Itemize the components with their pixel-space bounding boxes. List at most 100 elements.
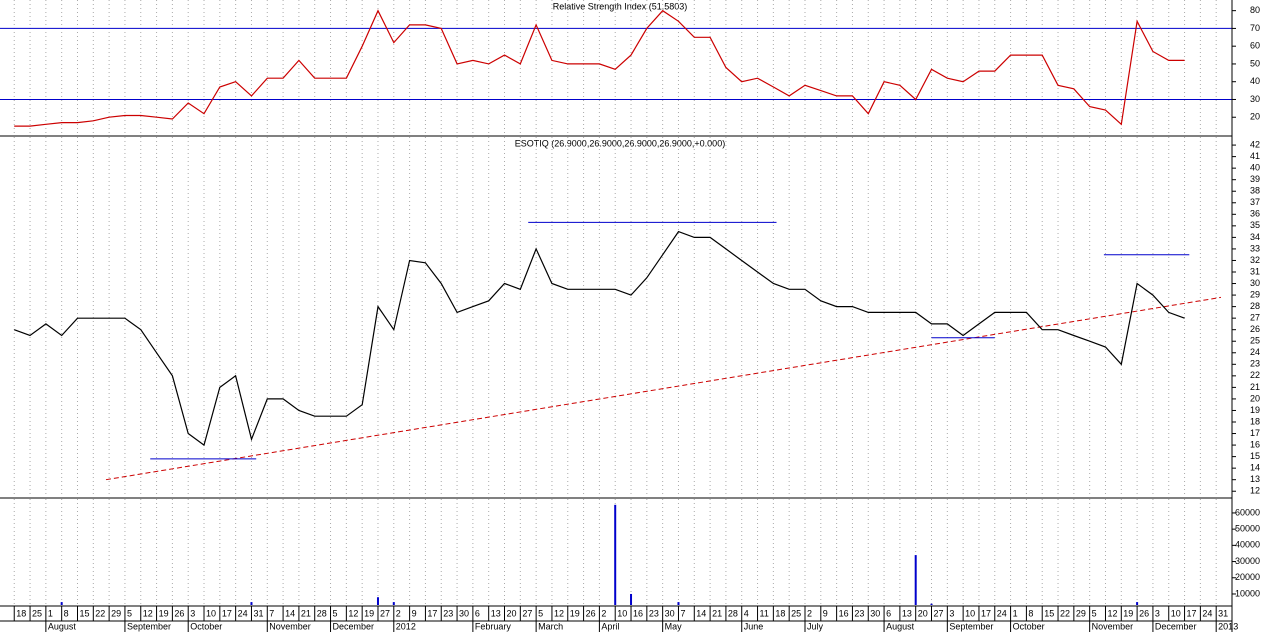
- y-tick-label: 19: [1250, 405, 1260, 415]
- y-tick-label: 80: [1250, 5, 1260, 15]
- x-tick-label: 22: [1060, 608, 1070, 618]
- volume-bar: [250, 602, 253, 605]
- y-tick-label: 18: [1250, 416, 1260, 426]
- y-tick-label: 26: [1250, 324, 1260, 334]
- y-tick-label: 36: [1250, 209, 1260, 219]
- month-label: July: [807, 621, 824, 631]
- y-tick-label: 30000: [1235, 556, 1260, 566]
- x-tick-label: 17: [981, 608, 991, 618]
- x-tick-label: 26: [1139, 608, 1149, 618]
- x-tick-label: 17: [427, 608, 437, 618]
- y-tick-label: 37: [1250, 197, 1260, 207]
- x-tick-label: 12: [1107, 608, 1117, 618]
- x-tick-label: 23: [443, 608, 453, 618]
- x-tick-label: 1: [48, 608, 53, 618]
- x-tick-label: 19: [570, 608, 580, 618]
- x-tick-label: 27: [522, 608, 532, 618]
- y-tick-label: 27: [1250, 313, 1260, 323]
- y-tick-label: 60000: [1235, 507, 1260, 517]
- x-tick-label: 31: [253, 608, 263, 618]
- x-tick-label: 5: [538, 608, 543, 618]
- x-tick-label: 13: [902, 608, 912, 618]
- x-tick-label: 27: [934, 608, 944, 618]
- x-tick-label: 5: [127, 608, 132, 618]
- month-label: September: [949, 621, 993, 631]
- y-tick-label: 23: [1250, 359, 1260, 369]
- y-tick-label: 30: [1250, 278, 1260, 288]
- month-label: February: [475, 621, 512, 631]
- x-tick-label: 10: [206, 608, 216, 618]
- x-tick-label: 9: [412, 608, 417, 618]
- y-tick-label: 40: [1250, 163, 1260, 173]
- month-label: 2013: [1218, 621, 1238, 631]
- x-tick-label: 6: [886, 608, 891, 618]
- x-tick-label: 29: [1076, 608, 1086, 618]
- x-tick-label: 12: [348, 608, 358, 618]
- y-tick-label: 15: [1250, 451, 1260, 461]
- volume-bar: [376, 597, 379, 605]
- x-tick-label: 17: [222, 608, 232, 618]
- y-tick-label: 50: [1250, 58, 1260, 68]
- x-tick-label: 31: [1218, 608, 1228, 618]
- x-tick-label: 3: [949, 608, 954, 618]
- x-tick-label: 25: [791, 608, 801, 618]
- y-tick-label: 10000: [1235, 588, 1260, 598]
- x-tick-label: 10: [617, 608, 627, 618]
- y-tick-label: 39: [1250, 174, 1260, 184]
- x-tick-label: 25: [32, 608, 42, 618]
- x-tick-label: 2: [396, 608, 401, 618]
- month-label: August: [886, 621, 915, 631]
- x-tick-label: 30: [665, 608, 675, 618]
- y-tick-label: 14: [1250, 463, 1260, 473]
- price-title: ESOTIQ (26.9000,26.9000,26.9000,26.9000,…: [515, 138, 725, 148]
- x-tick-label: 19: [159, 608, 169, 618]
- x-tick-label: 6: [475, 608, 480, 618]
- x-tick-label: 11: [760, 608, 769, 618]
- x-tick-label: 14: [696, 608, 706, 618]
- x-tick-label: 7: [269, 608, 274, 618]
- x-tick-label: 24: [1202, 608, 1212, 618]
- month-label: August: [48, 621, 77, 631]
- x-tick-label: 28: [317, 608, 327, 618]
- y-tick-label: 35: [1250, 220, 1260, 230]
- month-label: December: [333, 621, 375, 631]
- x-tick-label: 23: [854, 608, 864, 618]
- x-tick-label: 27: [380, 608, 390, 618]
- x-tick-label: 22: [95, 608, 105, 618]
- month-label: October: [1013, 621, 1045, 631]
- y-tick-label: 42: [1250, 139, 1260, 149]
- x-tick-label: 9: [823, 608, 828, 618]
- month-label: April: [601, 621, 619, 631]
- x-tick-label: 17: [1187, 608, 1197, 618]
- month-label: December: [1155, 621, 1197, 631]
- x-tick-label: 19: [1123, 608, 1133, 618]
- y-tick-label: 20: [1250, 393, 1260, 403]
- volume-bar: [60, 602, 63, 605]
- y-tick-label: 25: [1250, 336, 1260, 346]
- x-tick-label: 3: [190, 608, 195, 618]
- y-tick-label: 24: [1250, 347, 1260, 357]
- x-tick-label: 15: [79, 608, 89, 618]
- y-tick-label: 32: [1250, 255, 1260, 265]
- x-tick-label: 16: [839, 608, 849, 618]
- x-tick-label: 8: [1028, 608, 1033, 618]
- y-tick-label: 40000: [1235, 540, 1260, 550]
- x-tick-label: 26: [174, 608, 184, 618]
- volume-bar: [630, 593, 633, 605]
- x-tick-label: 10: [965, 608, 975, 618]
- x-tick-label: 15: [1044, 608, 1054, 618]
- month-label: June: [744, 621, 764, 631]
- month-label: May: [665, 621, 683, 631]
- x-tick-label: 7: [680, 608, 685, 618]
- x-tick-label: 30: [870, 608, 880, 618]
- y-tick-label: 12: [1250, 486, 1260, 496]
- x-tick-label: 20: [918, 608, 928, 618]
- x-tick-label: 24: [238, 608, 248, 618]
- volume-bar: [677, 602, 680, 605]
- y-tick-label: 34: [1250, 232, 1260, 242]
- volume-bar: [614, 504, 617, 605]
- y-tick-label: 33: [1250, 243, 1260, 253]
- x-tick-label: 14: [285, 608, 295, 618]
- y-tick-label: 13: [1250, 474, 1260, 484]
- y-tick-label: 31: [1250, 266, 1260, 276]
